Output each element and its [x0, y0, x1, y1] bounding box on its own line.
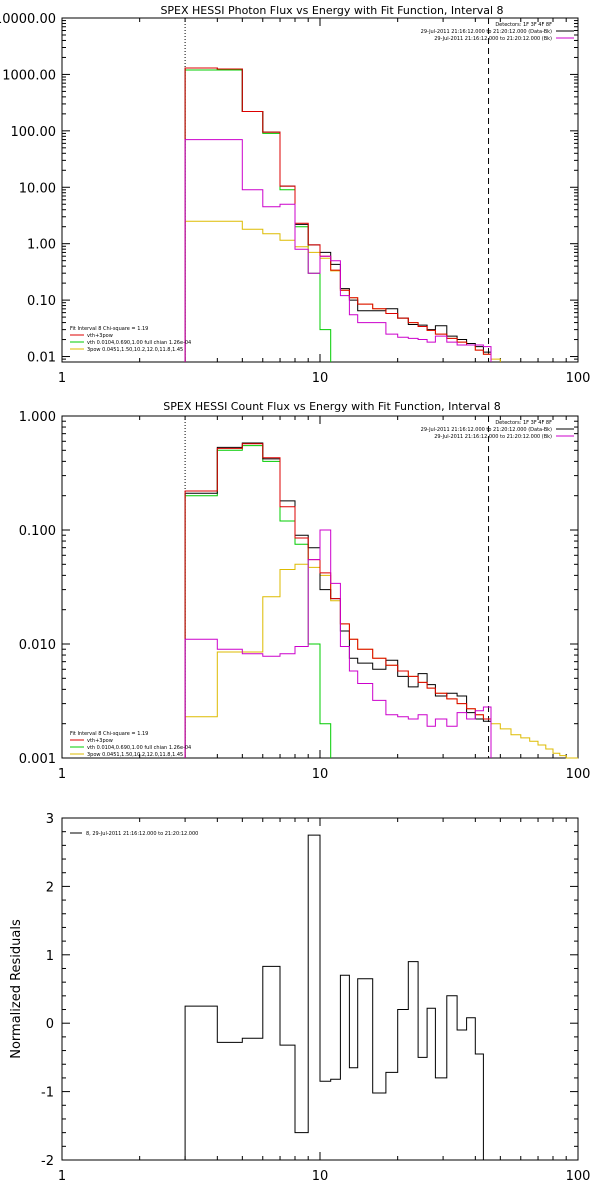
residuals-ticks [61, 817, 578, 1161]
photon-flux-series [184, 67, 501, 362]
count-flux-3pow-label: 3pow 0.0451,1.50,10.2,12.0,11.8,1.45 [87, 752, 183, 758]
count-flux-bk-label: 29-Jul-2011 21:16:12.000 to 21:20:12.000… [434, 434, 552, 440]
count-flux-energy-range-markers [184, 416, 490, 758]
photon-flux-panel: SPEX HESSI Photon Flux vs Energy with Fi… [0, 4, 590, 386]
series-vth-3pow [184, 443, 492, 758]
photon-flux-fit-interval-label: Fit Interval 8 Chi-square = 1.19 [70, 326, 148, 332]
count-flux-tick-labels: 1 10 100 0.001 0.010 0.100 1.000 [19, 410, 591, 782]
y-tick-label: 0.010 [19, 638, 56, 653]
x-tick-label: 1 [58, 767, 66, 782]
y-tick-label: 10000.00 [0, 12, 56, 27]
y-tick-label: 0.100 [19, 524, 56, 539]
photon-flux-fit-legend: Fit Interval 8 Chi-square = 1.19 vth+3po… [70, 326, 191, 353]
count-flux-vth-label: vth 0.0104,0.690,1.00 full chian 1.26e-0… [87, 745, 191, 751]
y-tick-label: 2 [46, 880, 54, 895]
photon-flux-header-legend: Detectors: 1F 3F 4F 8F 29-Jul-2011 21:16… [421, 22, 574, 42]
photon-flux-bk-label: 29-Jul-2011 21:16:12.000 to 21:20:12.000… [434, 36, 552, 42]
count-flux-header-legend: Detectors: 1F 3F 4F 8F 29-Jul-2011 21:16… [421, 420, 574, 440]
photon-flux-vth-3pow-label: vth+3pow [87, 333, 113, 339]
series-3pow [184, 220, 501, 362]
series-vth [184, 445, 332, 758]
photon-flux-3pow-label: 3pow 0.0451,1.50,10.2,12.0,11.8,1.45 [87, 347, 183, 353]
y-tick-label: 3 [46, 812, 54, 827]
x-tick-label: 100 [566, 767, 591, 782]
count-flux-title: SPEX HESSI Count Flux vs Energy with Fit… [163, 400, 500, 413]
x-tick-label: 10 [312, 371, 329, 386]
y-tick-label: 0.10 [27, 294, 56, 309]
count-flux-fit-legend: Fit Interval 8 Chi-square = 1.19 vth+3po… [70, 731, 191, 758]
count-flux-panel: SPEX HESSI Count Flux vs Energy with Fit… [19, 400, 591, 782]
series-3pow [184, 563, 578, 759]
photon-flux-title: SPEX HESSI Photon Flux vs Energy with Fi… [160, 4, 503, 17]
y-tick-label: 0.001 [19, 752, 56, 767]
x-tick-label: 10 [312, 767, 329, 782]
residuals-legend-label: 8, 29-Jul-2011 21:16:12.000 to 21:20:12.… [86, 831, 198, 837]
series-bk [184, 139, 492, 362]
series-vth [184, 69, 332, 362]
series-residuals [184, 834, 491, 1161]
residuals-series [184, 834, 491, 1161]
y-tick-label: 10.00 [19, 181, 56, 196]
residuals-panel: Normalized Residuals 1 10 100 -2 -1 0 1 2 3 8, 2… [9, 812, 590, 1184]
photon-flux-vth-label: vth 0.0104,0.690,1.00 full chian 1.26e-0… [87, 340, 191, 346]
photon-flux-detectors-label: Detectors: 1F 3F 4F 8F [495, 22, 552, 28]
residuals-legend: 8, 29-Jul-2011 21:16:12.000 to 21:20:12.… [70, 831, 198, 837]
count-flux-detectors-label: Detectors: 1F 3F 4F 8F [495, 420, 552, 426]
series-data-bk [184, 67, 492, 362]
y-tick-label: -2 [41, 1154, 54, 1169]
residuals-y-axis-label: Normalized Residuals [9, 919, 24, 1059]
x-tick-label: 1 [58, 371, 66, 386]
series-vth-3pow [184, 67, 492, 362]
y-tick-label: 1 [46, 949, 54, 964]
y-tick-label: 1.000 [19, 410, 56, 425]
count-flux-data-bk-label: 29-Jul-2011 21:16:12.000 to 21:20:12.000… [421, 427, 552, 433]
count-flux-fit-interval-label: Fit Interval 8 Chi-square = 1.19 [70, 731, 148, 737]
photon-flux-data-bk-label: 29-Jul-2011 21:16:12.000 to 21:20:12.000… [421, 29, 552, 35]
x-tick-label: 10 [312, 1169, 329, 1184]
x-tick-label: 100 [566, 371, 591, 386]
y-tick-label: 0.01 [27, 351, 56, 366]
residuals-tick-labels: 1 10 100 -2 -1 0 1 2 3 [41, 812, 590, 1184]
y-tick-label: 100.00 [11, 125, 57, 140]
y-tick-label: -1 [41, 1086, 54, 1101]
y-tick-label: 0 [46, 1017, 54, 1032]
x-tick-label: 100 [566, 1169, 591, 1184]
count-flux-series [184, 442, 578, 759]
photon-flux-ticks [61, 18, 578, 363]
y-tick-label: 1000.00 [2, 68, 56, 83]
series-bk [184, 529, 492, 758]
photon-flux-tick-labels: 1 10 100 0.01 0.10 1.00 10.00 100.00 1000.00 1000… [0, 12, 590, 386]
x-tick-label: 1 [58, 1169, 66, 1184]
count-flux-vth-3pow-label: vth+3pow [87, 738, 113, 744]
y-tick-label: 1.00 [27, 238, 56, 253]
